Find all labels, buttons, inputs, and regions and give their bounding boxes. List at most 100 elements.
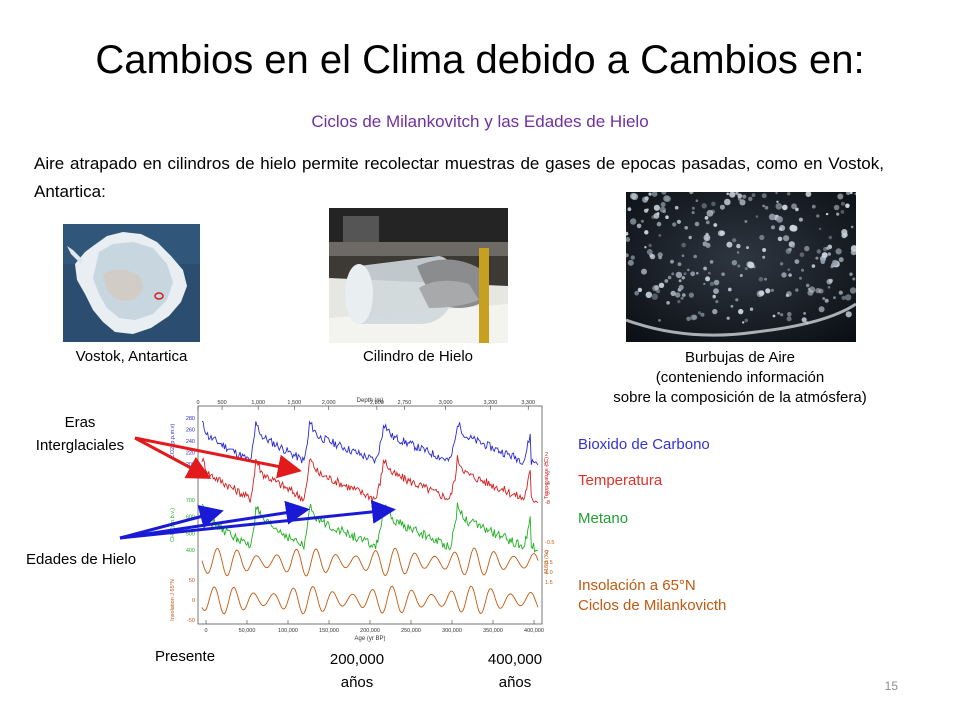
air-bubble	[656, 221, 662, 227]
air-bubble	[666, 301, 670, 305]
air-bubble	[675, 271, 683, 279]
air-bubble	[751, 193, 756, 198]
air-bubble	[785, 293, 789, 297]
air-bubble	[775, 203, 783, 210]
bottom-tick-label: 350,000	[483, 628, 503, 634]
air-bubble	[820, 259, 826, 264]
caption-ice-core: Cilindro de Hielo	[362, 348, 474, 365]
air-bubble	[849, 287, 856, 294]
air-bubble	[682, 293, 686, 297]
air-bubble	[703, 282, 706, 286]
air-bubble	[816, 249, 821, 254]
air-bubble	[758, 290, 765, 296]
air-bubble	[712, 295, 716, 299]
air-bubble	[691, 206, 695, 210]
air-bubble	[787, 192, 791, 196]
air-bubble	[654, 285, 660, 291]
air-bubble	[744, 220, 748, 223]
top-tick-label: 2,000	[322, 400, 336, 406]
air-bubble	[821, 252, 828, 259]
air-bubble	[687, 268, 690, 272]
interglacial-label-line2: Interglaciales	[35, 437, 125, 454]
air-bubble	[770, 288, 774, 292]
top-tick-label: 3,000	[439, 400, 453, 406]
air-bubble	[777, 311, 781, 315]
interglacial-label: Eras Interglaciales	[20, 411, 140, 457]
ice-age-arrow-1	[119, 505, 224, 540]
air-bubble	[712, 308, 718, 315]
bottom-tick-label: 0	[204, 628, 207, 634]
top-tick-label: 1,500	[287, 400, 301, 406]
air-bubble	[739, 199, 746, 206]
air-bubble	[709, 281, 714, 286]
air-bubble	[748, 196, 753, 202]
air-bubble	[684, 226, 688, 230]
air-bubble	[744, 318, 749, 323]
series-tick-label: 400	[186, 548, 195, 554]
air-bubble	[815, 287, 821, 294]
series-tick-label: -50	[187, 618, 195, 624]
air-bubble	[667, 275, 672, 280]
air-bubble	[798, 217, 803, 222]
air-bubble	[833, 204, 840, 211]
air-bubble	[815, 256, 819, 260]
air-bubble	[794, 259, 800, 264]
air-bubble	[681, 254, 685, 257]
top-tick-label: 3,200	[484, 400, 498, 406]
air-bubble	[841, 295, 846, 300]
air-bubble	[736, 243, 741, 249]
air-bubble	[626, 237, 631, 242]
air-bubble	[837, 193, 844, 200]
air-bubble	[676, 219, 681, 224]
top-axis-label: Depth (m)	[357, 398, 384, 404]
air-bubble	[771, 225, 775, 230]
air-bubble	[688, 292, 694, 298]
air-bubble	[833, 296, 836, 300]
air-bubble	[634, 290, 639, 296]
air-bubble	[726, 192, 729, 196]
air-bubble	[705, 276, 711, 282]
top-tick-label: 2,500	[370, 400, 384, 406]
air-bubble	[726, 241, 733, 248]
air-bubble	[701, 203, 707, 209]
series-line	[201, 547, 539, 577]
air-bubble	[690, 314, 697, 321]
air-bubble	[681, 242, 686, 248]
air-bubble	[732, 238, 737, 243]
series-axis-name: δ18O (‰)	[544, 550, 550, 574]
air-bubble	[807, 287, 811, 291]
air-bubble	[738, 308, 744, 315]
slide-number: 15	[884, 679, 898, 693]
air-bubble	[713, 279, 720, 286]
air-bubble	[811, 264, 816, 268]
air-bubble	[765, 288, 771, 294]
air-bubble	[708, 271, 711, 275]
caption-air-bubbles: Burbujas de Aire (conteniendo informació…	[575, 348, 905, 408]
air-bubble	[641, 268, 647, 275]
air-bubble	[799, 276, 802, 280]
air-bubble	[747, 261, 755, 269]
air-bubble	[637, 287, 643, 293]
series-tick-label: 700	[186, 498, 195, 504]
legend-methane: Metano	[578, 510, 629, 527]
air-bubble	[782, 204, 788, 211]
air-bubble	[827, 286, 831, 289]
air-bubble	[737, 193, 743, 199]
air-bubble	[779, 225, 786, 231]
air-bubble	[737, 264, 741, 268]
air-bubble	[711, 201, 716, 207]
air-bubble	[735, 192, 739, 195]
ice-ages-label: Edades de Hielo	[26, 551, 137, 568]
antarctica-map-image	[63, 224, 200, 342]
series-line	[201, 585, 539, 615]
ice-core-photo	[329, 208, 508, 343]
air-bubble	[677, 262, 682, 267]
air-bubble	[670, 290, 676, 297]
air-bubble	[786, 316, 792, 322]
air-bubble	[631, 193, 639, 201]
air-bubble	[686, 316, 691, 321]
air-bubble	[648, 192, 652, 196]
air-bubble	[627, 259, 634, 266]
series-tick-label: -2	[545, 471, 550, 477]
